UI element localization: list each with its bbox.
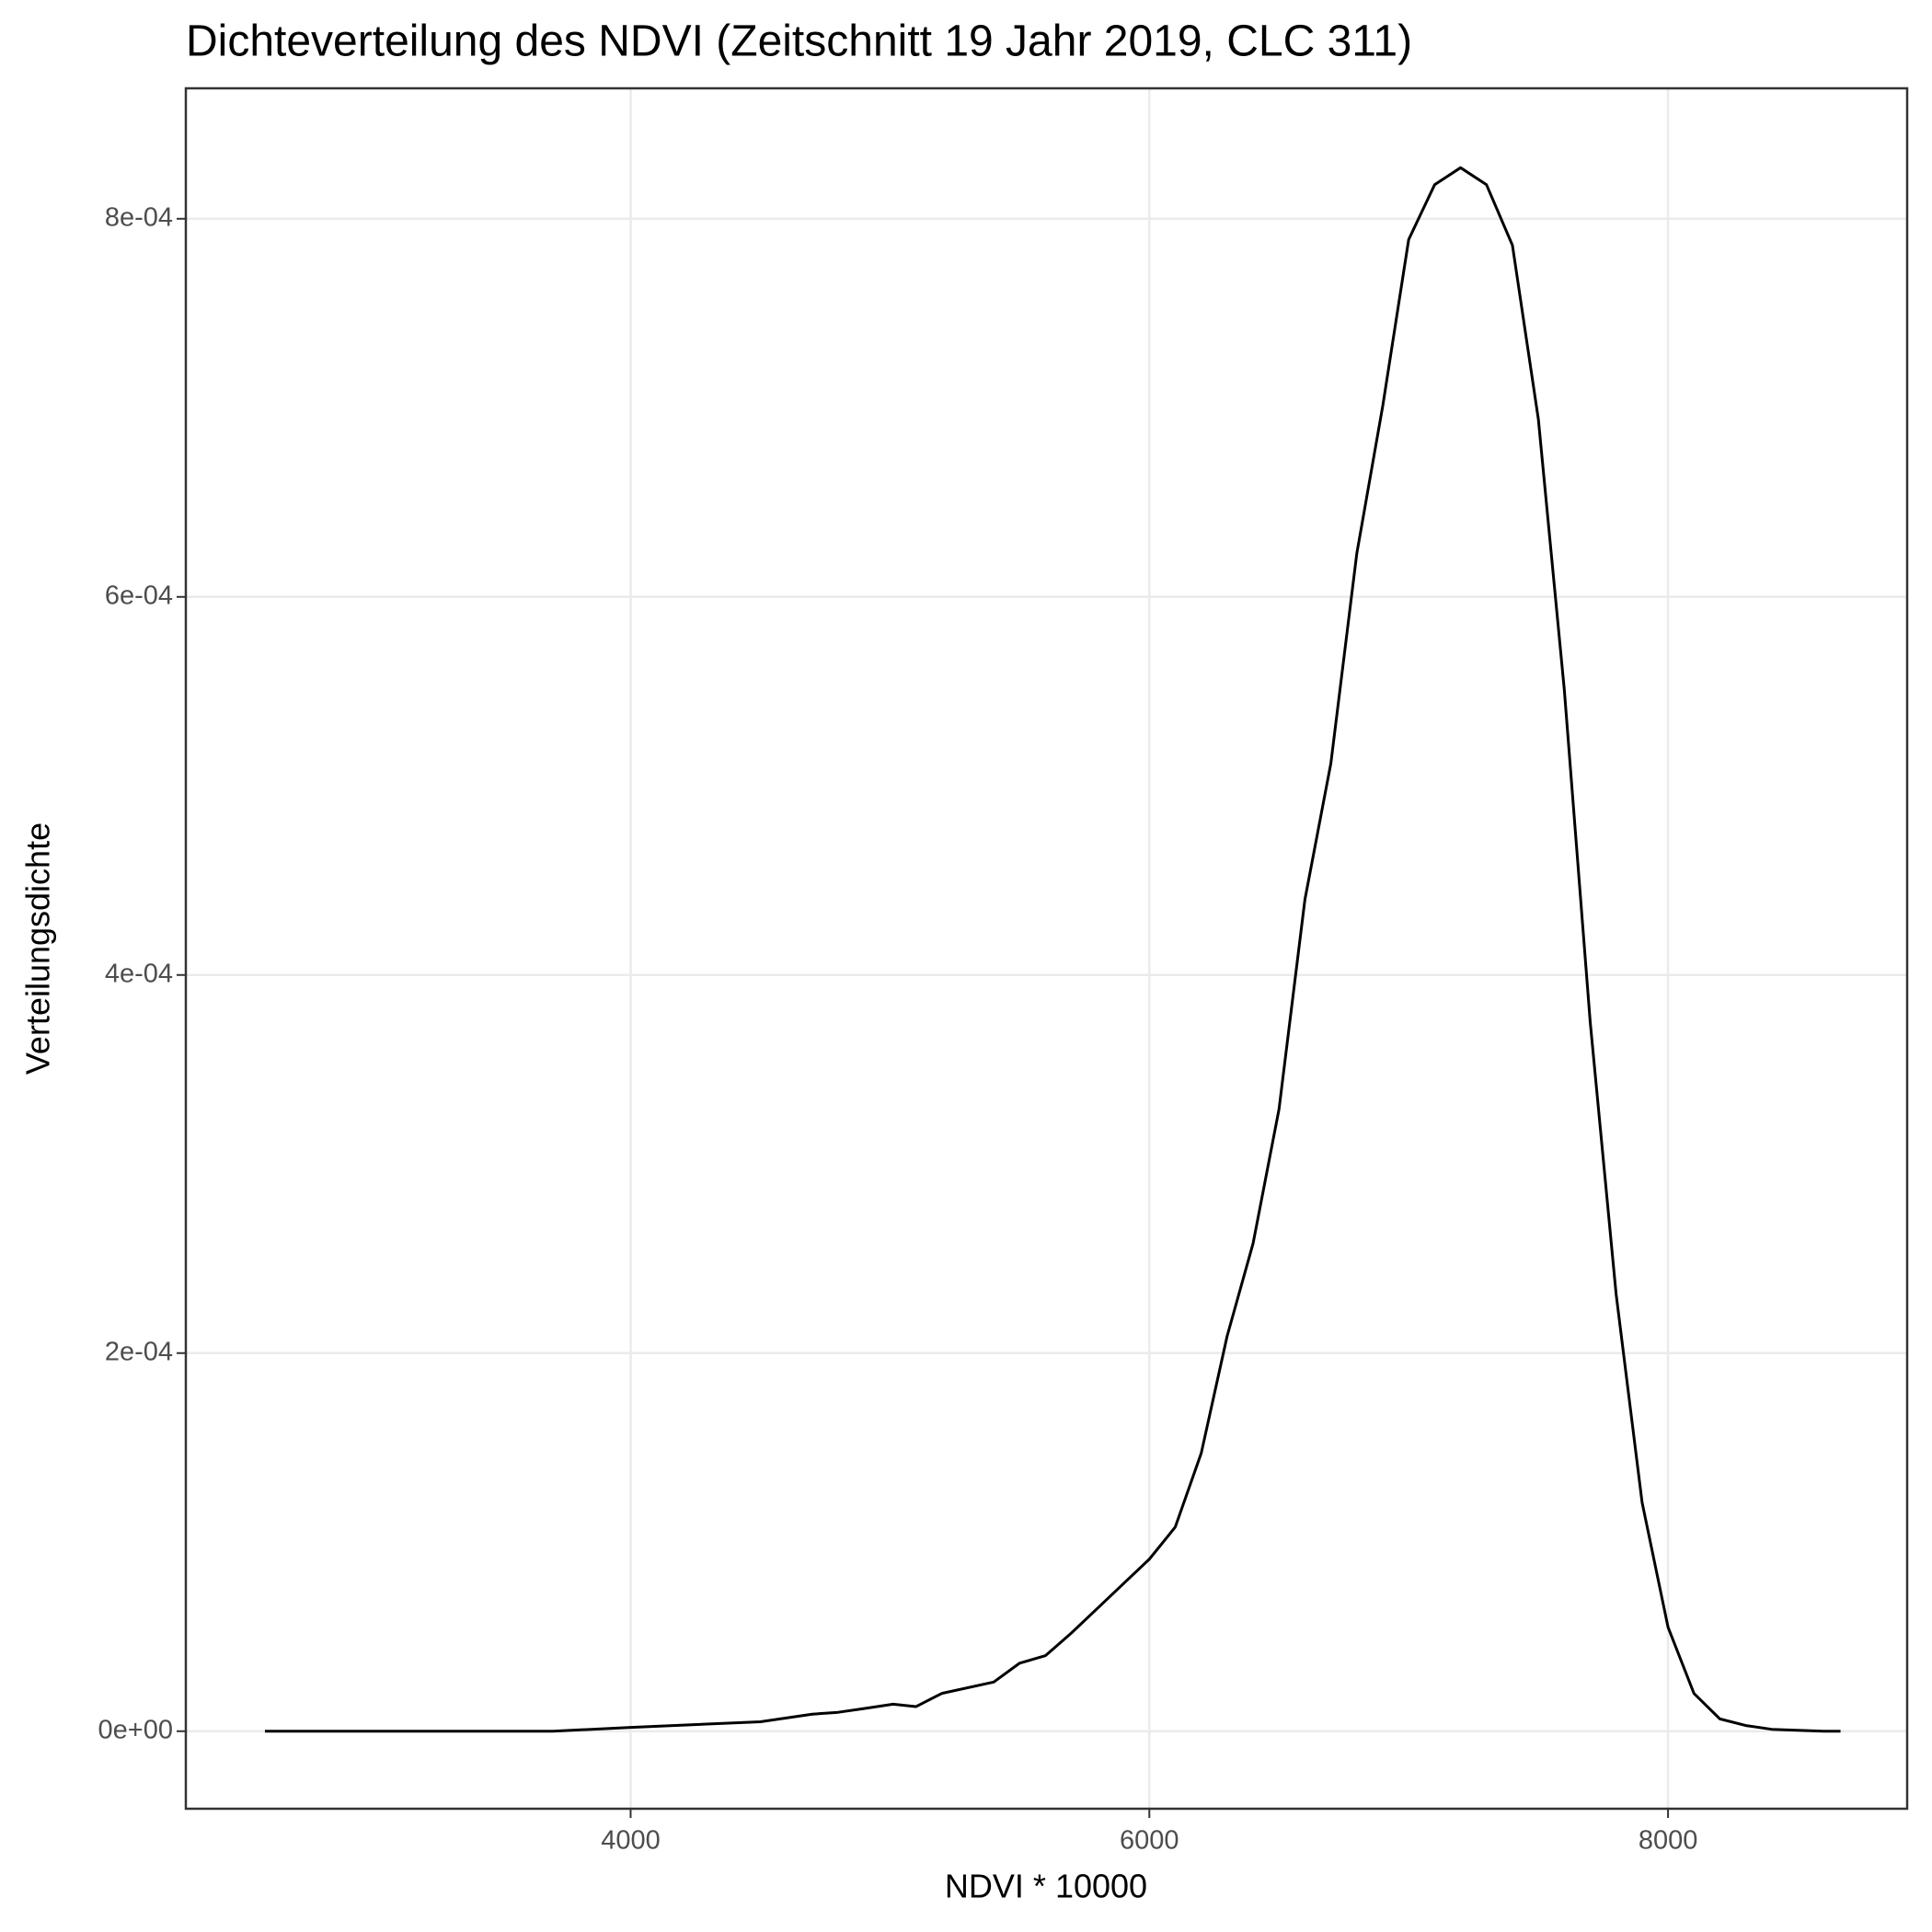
chart-title: Dichteverteilung des NDVI (Zeitschnitt 1…: [186, 17, 1412, 66]
density-line: [264, 166, 1841, 1733]
x-tick-label: 4000: [601, 1826, 661, 1856]
x-tick-label: 8000: [1639, 1826, 1698, 1856]
y-axis-title: Verteilungsdichte: [19, 822, 57, 1075]
x-axis-title: NDVI * 10000: [945, 1868, 1147, 1905]
y-tick-label: 6e-04: [105, 581, 173, 610]
y-tick-label: 2e-04: [105, 1337, 173, 1366]
plot-border: [184, 86, 1909, 1811]
y-tick-label: 8e-04: [105, 202, 173, 232]
y-tick-label: 0e+00: [98, 1715, 173, 1744]
x-tick-label: 6000: [1120, 1826, 1179, 1856]
y-tick-label: 4e-04: [105, 959, 173, 988]
